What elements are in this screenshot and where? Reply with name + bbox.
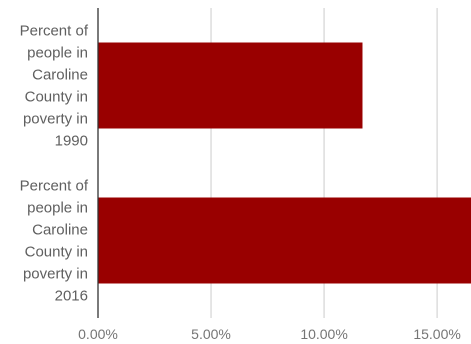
x-tick-label: 0.00% [78,326,118,342]
category-label-line: poverty in [23,111,88,128]
bar [98,197,471,284]
category-label-line: Percent of [20,23,89,40]
category-label-line: Percent of [20,178,89,195]
category-label-line: people in [27,45,88,62]
category-label-line: Caroline [32,67,88,84]
bars [98,42,471,284]
x-axis-tick-labels: 0.00% 5.00% 10.00% 15.00% [78,326,461,342]
category-labels: Percent of people in Caroline County in pove… [20,23,89,305]
category-label-line: 1990 [55,133,88,150]
category-label-line: County in [25,244,88,261]
category-label: Percent of people in Caroline County in pove… [20,23,89,150]
x-tick-label: 5.00% [191,326,231,342]
x-tick-label: 15.00% [413,326,460,342]
category-label-line: 2016 [55,288,88,305]
x-tick-label: 10.00% [300,326,347,342]
category-label-line: Caroline [32,222,88,239]
category-label-line: people in [27,200,88,217]
category-label-line: poverty in [23,266,88,283]
category-label: Percent of people in Caroline County in pove… [20,178,89,305]
category-label-line: County in [25,89,88,106]
bar [98,42,363,129]
